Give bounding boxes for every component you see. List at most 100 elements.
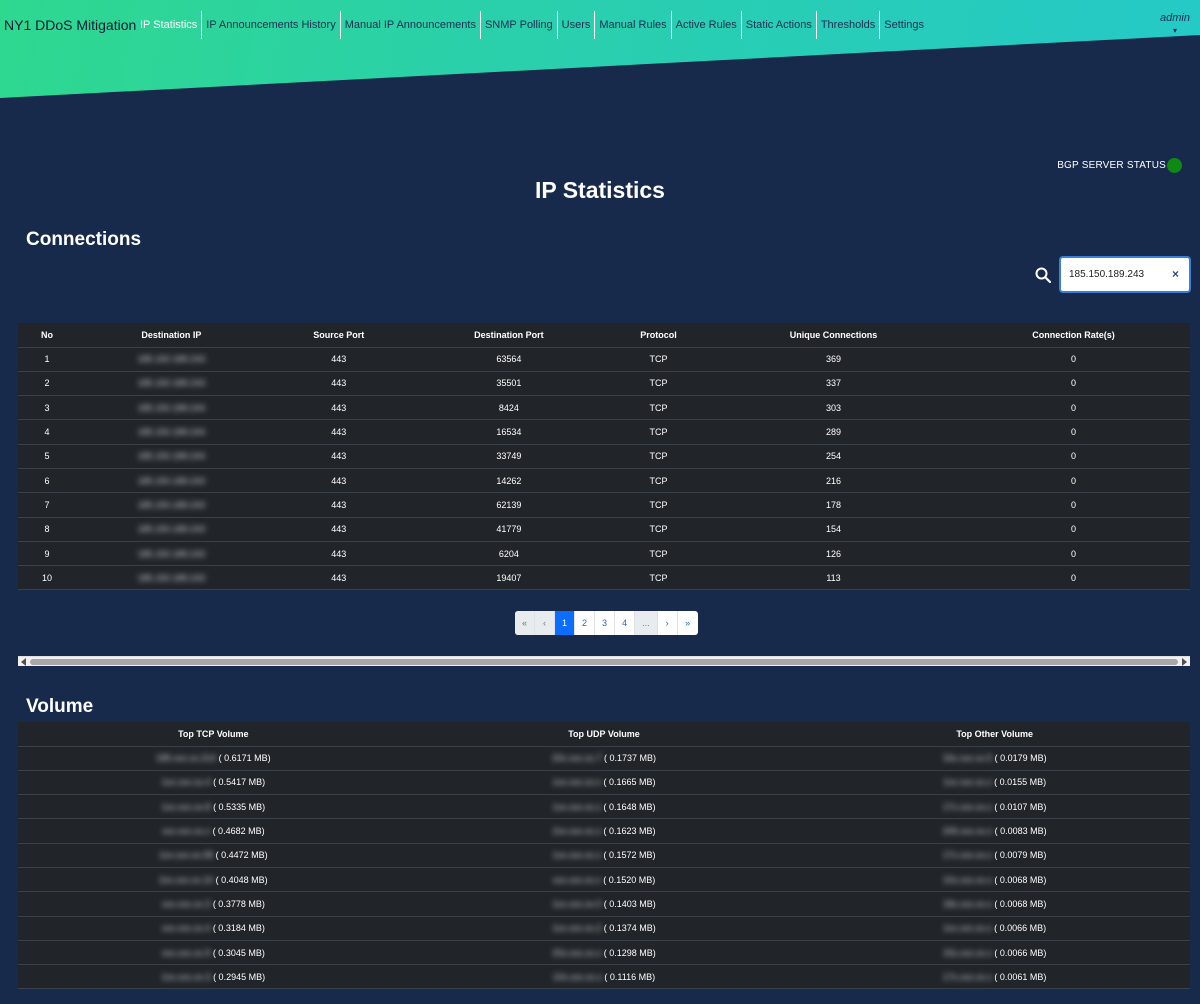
table-cell: 254 [710,444,958,469]
nav-item-static-actions[interactable]: Static Actions [742,11,817,39]
table-cell: 126 [710,541,958,567]
column-header[interactable]: Unique Connections [710,323,958,348]
page-button[interactable]: « [515,611,536,635]
column-header[interactable]: Destination Port [410,323,607,348]
table-cell: 154 [710,517,958,542]
ip-address: 1xx.xxx.xx.08 [159,850,214,861]
nav-item-snmp-polling[interactable]: SNMP Polling [481,11,558,39]
table-cell: 1xx.xxx.xx.3 ( 0.2945 MB) [18,964,409,990]
user-menu[interactable]: admin ▾ [1160,12,1190,35]
column-header: Top UDP Volume [408,722,800,747]
brand-title[interactable]: NY1 DDoS Mitigation [4,17,137,33]
table-cell: 5 [18,444,76,469]
table-cell: 369 [710,347,958,372]
scroll-left-icon[interactable] [21,658,26,666]
table-cell: 1xx.xxx.xx.x ( 0.1648 MB) [408,794,800,820]
table-cell: 443 [266,419,411,445]
nav-item-ip-announcements-history[interactable]: IP Announcements History [202,11,341,39]
search-field[interactable]: × [1059,256,1191,293]
nav-item-ip-statistics[interactable]: IP Statistics [136,11,203,39]
page-button[interactable]: 1 [555,611,576,635]
table-cell: 4 [18,419,76,445]
column-header[interactable]: Connection Rate(s) [957,323,1190,348]
pagination: «‹ 1 2 3 4... › » [515,611,698,635]
table-header-row: No Destination IP Source Port Destination P… [18,323,1190,348]
ip-address: 15x.xxx.xx.x [942,947,992,958]
ip-address: 1xx.xxx.xx.8 [161,801,211,812]
nav-item-manual-rules[interactable]: Manual Rules [595,11,672,39]
table-cell: 16x.xxx.xx.5 ( 0.0179 MB) [799,746,1190,771]
table-row: 7 185.150.189.243 443 62139 TCP 178 0 [18,492,1190,518]
table-cell: 0 [957,395,1190,421]
search-input[interactable] [1069,269,1159,280]
nav-item-users[interactable]: Users [558,11,596,39]
nav-item-settings[interactable]: Settings [884,19,924,31]
table-cell: 185.150.189.243 [76,541,267,567]
table-cell: TCP [606,492,711,518]
table-cell: 303 [710,395,958,421]
destination-ip: 185.150.189.243 [137,548,206,559]
ip-address: xxx.xxx.xx.4 [161,923,211,934]
scroll-thumb[interactable] [30,659,1178,665]
navbar: NY1 DDoS Mitigation IP Statistics IP Anno… [0,0,1200,50]
nav-item-thresholds[interactable]: Thresholds [817,11,881,39]
nav-item-active-rules[interactable]: Active Rules [672,11,742,39]
table-cell: 337 [710,371,958,397]
column-header[interactable]: Source Port [266,323,411,348]
volume-value: ( 0.4472 MB) [213,850,268,861]
destination-ip: 185.150.189.243 [137,572,206,583]
table-cell: 1xx.xxx.xx.x ( 0.0155 MB) [799,770,1190,796]
volume-value: ( 0.1648 MB) [600,801,656,812]
ip-address: 20x.xxx.xx.x [552,947,602,958]
table-cell: 185.xxx.xx.214 ( 0.6171 MB) [18,746,409,771]
close-icon[interactable]: × [1171,267,1179,281]
table-cell: 6 [18,468,76,494]
table-cell: 10 [18,565,76,591]
table-cell: 62139 [410,492,607,518]
search-icon[interactable] [1035,267,1051,283]
scroll-right-icon[interactable] [1182,658,1187,666]
page-button[interactable]: » [685,618,691,628]
table-row: 1xx.xxx.xx.3 ( 0.2945 MB) 10x.xxx.xx.x ( … [18,964,1190,990]
table-cell: 443 [266,517,411,542]
volume-value: ( 0.1298 MB) [601,947,656,958]
table-cell: 17x.xxx.xx.x ( 0.0079 MB) [799,843,1190,868]
table-cell: TCP [606,395,711,421]
table-cell: 443 [266,395,411,421]
page-button[interactable]: › [658,611,678,635]
volume-value: ( 0.5417 MB) [210,777,266,788]
column-header[interactable]: Protocol [606,323,711,348]
column-header[interactable]: No [18,323,76,348]
ip-address: 17x.xxx.xx.x [942,971,992,982]
destination-ip: 185.150.189.243 [137,427,206,438]
page-button[interactable]: ‹ [535,611,556,635]
horizontal-scrollbar[interactable] [18,656,1190,666]
page-button[interactable]: 3 [595,611,616,635]
page-button[interactable]: ... [635,611,658,635]
page-button[interactable]: 2 [575,611,596,635]
column-header[interactable]: Destination IP [76,323,267,348]
ip-address: 1xx.xxx.xx.x [943,923,992,934]
table-cell: TCP [606,347,711,372]
ip-address: 2xx.xxx.xx.10 [159,874,214,885]
table-row: 1xx.xxx.xx.08 ( 0.4472 MB) 1xx.xxx.xx.x (… [18,843,1190,868]
table-cell: 113 [710,565,958,591]
nav-item-manual-ip-announcements[interactable]: Manual IP Announcements [341,11,481,39]
volume-value: ( 0.3184 MB) [210,923,265,934]
ip-address: xxx.xxx.xx.9 [161,947,211,958]
page-button[interactable]: 4 [615,611,636,635]
table-cell: 0 [957,468,1190,494]
table-cell: xxx.xxx.xx.9 ( 0.3045 MB) [18,940,409,966]
ip-address: 20x.xxx.xx.7 [551,753,602,764]
table-cell: 2xx.xxx.xx.x ( 0.1623 MB) [408,818,800,844]
table-row: 3 185.150.189.243 443 8424 TCP 303 0 [18,395,1190,421]
table-cell: 443 [266,541,411,567]
table-cell: 0 [957,517,1190,542]
volume-value: ( 0.0061 MB) [991,971,1047,982]
ip-address: 10x.xxx.xx.x [942,874,992,885]
table-cell: 289 [710,419,958,445]
volume-value: ( 0.1520 MB) [600,874,656,885]
table-cell: TCP [606,371,711,397]
ip-address: xxx.xxx.xx.x [162,826,211,837]
table-cell: 6204 [410,541,607,567]
